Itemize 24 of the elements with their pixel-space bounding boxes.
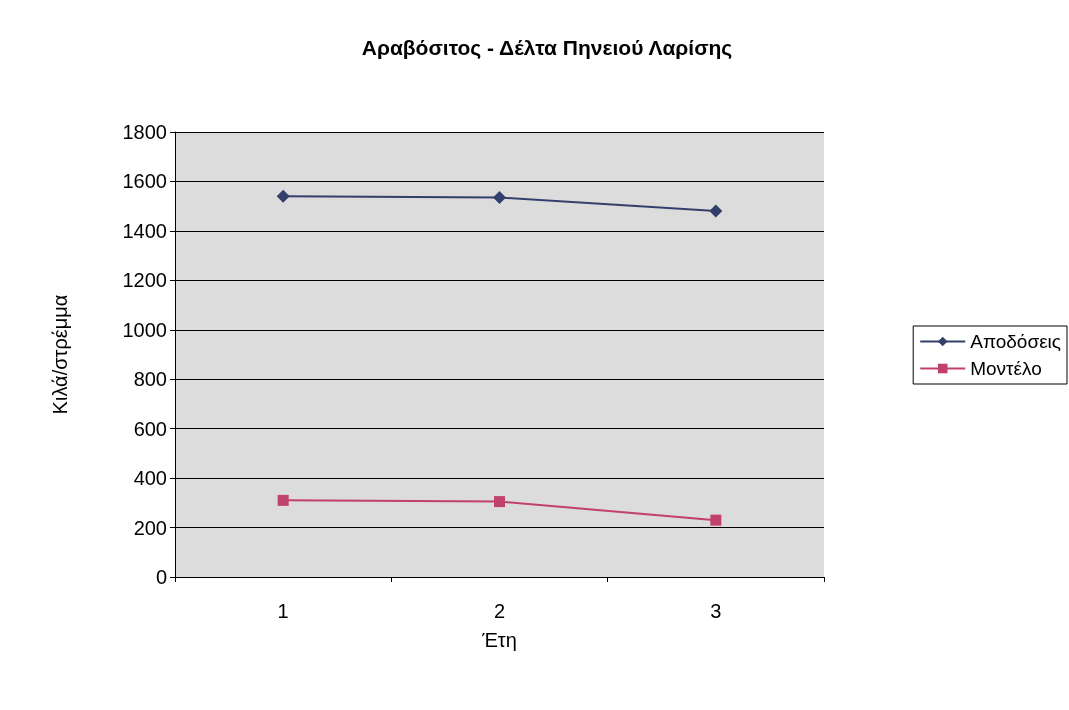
x-axis-title: Έτη — [481, 629, 517, 651]
y-tick-label: 1000 — [122, 318, 167, 341]
point — [493, 191, 506, 205]
y-tick-label: 1200 — [122, 269, 167, 292]
y-tick-label: 800 — [133, 368, 167, 391]
x-tick-label: 3 — [710, 600, 722, 622]
point — [277, 494, 289, 506]
point — [710, 514, 722, 526]
x-tick-label: 2 — [493, 600, 506, 622]
point — [494, 496, 505, 508]
point — [709, 204, 723, 218]
chart-title: Αραβόσιτος - Δέλτα Πηνειού Λαρίσης — [361, 36, 733, 60]
x-tick-label: 1 — [277, 600, 289, 622]
y-tick-label: 1800 — [122, 121, 167, 143]
y-tick-label: 400 — [133, 467, 167, 490]
legend-label: Μοντέλο — [970, 358, 1042, 379]
y-tick-label: 1600 — [122, 170, 167, 193]
y-tick-label: 200 — [133, 516, 167, 539]
y-axis-title: Κιλά/στρέμμα — [49, 294, 71, 415]
point — [276, 189, 290, 203]
y-tick-label: 600 — [133, 417, 167, 440]
legend-label: Αποδόσεις — [970, 331, 1062, 352]
y-tick-label: 0 — [155, 566, 167, 588]
y-tick-label: 1400 — [122, 219, 167, 242]
